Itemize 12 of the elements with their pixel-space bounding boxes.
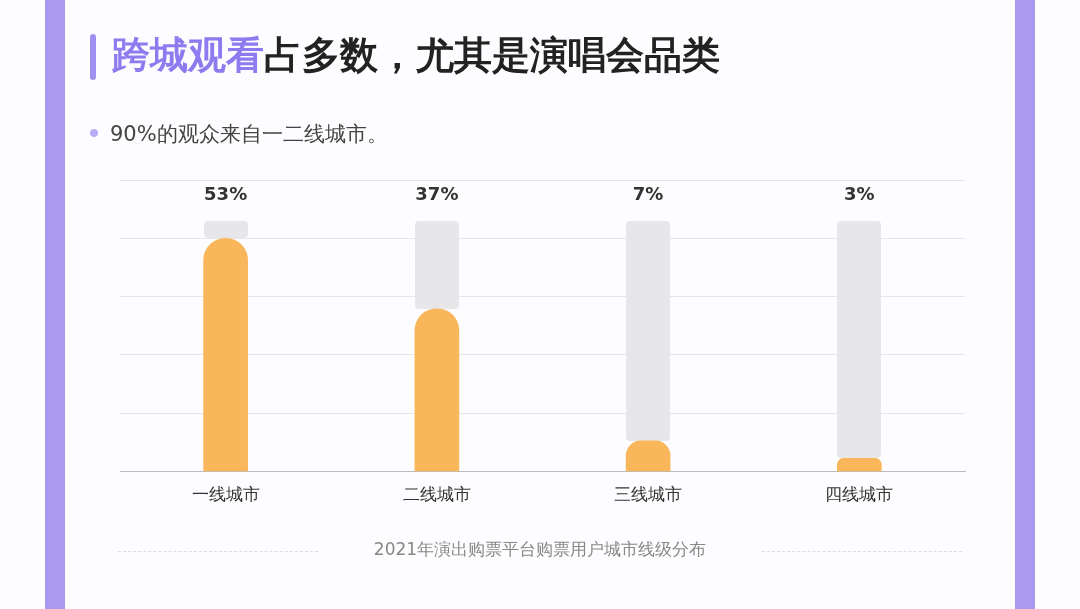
text: 2021年演出购票平台购票用户城市线级分布 — [372, 538, 708, 561]
chart-subtitle: 90%的观众来自一二线城市。 — [110, 122, 388, 146]
data-label: 7% — [632, 182, 664, 204]
x-tick-label: 四线城市 — [825, 485, 894, 505]
chart-title: 跨城观看占多数，尤其是演唱会品类 — [112, 32, 720, 79]
x-tick-label: 一线城市 — [191, 485, 260, 505]
data-label: 53% — [204, 182, 248, 204]
bar — [837, 458, 882, 472]
x-tick-label: 二线城市 — [402, 485, 471, 505]
x-tick-label: 三线城市 — [614, 485, 683, 505]
data-label: 3% — [844, 182, 875, 204]
data-label: 37% — [415, 182, 459, 204]
